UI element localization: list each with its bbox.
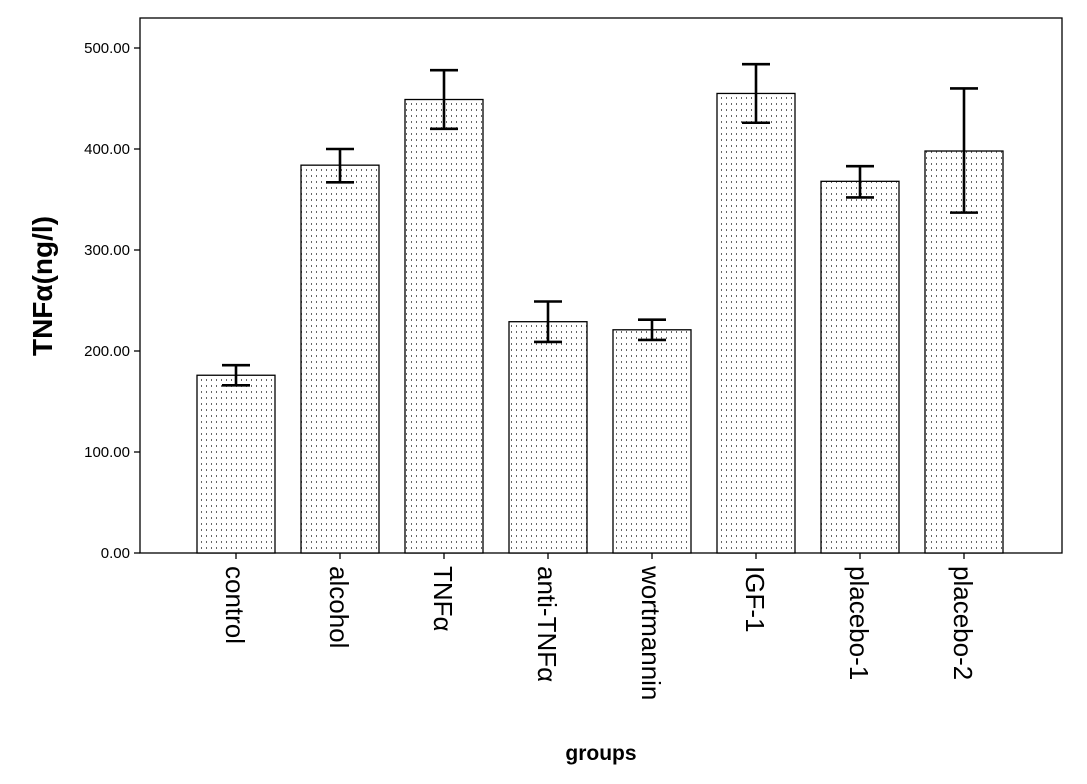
error-bars	[222, 62, 978, 387]
plot-frame	[139, 17, 1063, 554]
y-axis: 0.00 100.00 200.00 300.00 400.00 500.00	[84, 40, 140, 562]
error-bar-wortmannin	[638, 318, 666, 342]
error-bar-alcohol	[326, 147, 354, 184]
bar-wortmannin	[612, 329, 692, 554]
bar-placebo-2	[924, 150, 1004, 554]
x-axis-labels: control alcohol TNFα anti-TNFα wortmannin IGF…	[220, 553, 978, 700]
y-tick-label: 500.00	[84, 40, 130, 57]
bar-control	[196, 374, 276, 554]
x-axis-title: groups	[565, 742, 636, 765]
y-axis-title: TNFα(ng/l)	[27, 216, 58, 356]
x-tick-label: placebo-2	[948, 566, 978, 680]
x-tick-label: TNFα	[428, 566, 458, 632]
x-tick-label: alcohol	[324, 566, 354, 648]
y-tick-label: 100.00	[84, 444, 130, 461]
y-tick-label: 0.00	[101, 545, 130, 562]
y-tick-label: 200.00	[84, 343, 130, 360]
bar-IGF-1	[716, 92, 796, 554]
x-tick-label: anti-TNFα	[532, 566, 562, 682]
bar-placebo-1	[820, 180, 900, 554]
x-tick-label: control	[220, 566, 250, 644]
bar-anti-TNFα	[508, 321, 588, 554]
error-bar-control	[222, 363, 250, 387]
error-bar-TNFα	[430, 68, 458, 131]
y-tick-label: 300.00	[84, 242, 130, 259]
x-tick-label: wortmannin	[636, 565, 666, 700]
bars	[196, 92, 1004, 554]
x-tick-label: IGF-1	[740, 566, 770, 632]
bar-TNFα	[404, 98, 484, 554]
y-tick-label: 400.00	[84, 141, 130, 158]
x-tick-label: placebo-1	[844, 566, 874, 680]
error-bar-anti-TNFα	[534, 300, 562, 344]
error-bar-placebo-2	[950, 87, 978, 214]
error-bar-placebo-1	[846, 164, 874, 199]
error-bar-IGF-1	[742, 62, 770, 125]
bar-alcohol	[300, 164, 380, 554]
